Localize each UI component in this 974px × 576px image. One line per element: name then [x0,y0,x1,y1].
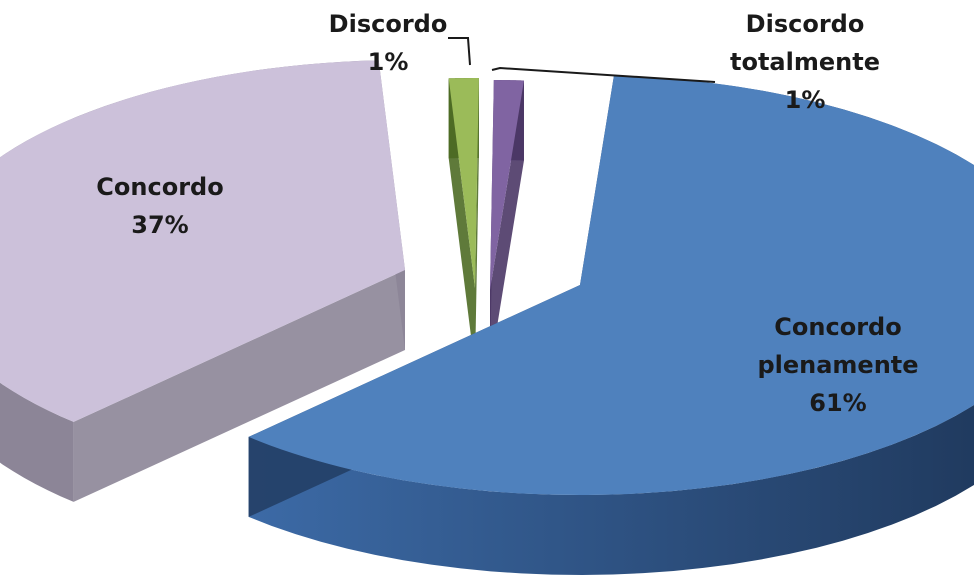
slice-label-0: Concordo plenamente 61% [757,313,918,417]
slice-pct-0: 61% [809,389,866,417]
slice-side-0 [248,75,974,575]
leader-line-3 [491,66,716,83]
slice-name-0: Concordo [774,313,901,341]
slice-pct-3: 1% [785,86,826,114]
slice-name-3: Discordo [746,10,865,38]
slice-tops [0,60,974,495]
slice-face-1-0 [73,270,405,502]
leader-lines [448,37,716,83]
slice-face-2-0 [448,78,475,368]
slice-0 [248,75,974,495]
slice-labels: Concordo plenamente 61% Concordo 37% Discordo… [96,10,918,417]
slice-name-0: plenamente [757,351,918,379]
slice-pct-2: 1% [368,48,409,76]
slice-2 [448,78,479,288]
slice-pct-1: 37% [131,211,188,239]
slice-label-1: Concordo 37% [96,173,223,239]
slice-1 [0,60,405,422]
slice-label-2: Discordo 1% [329,10,448,76]
slice-name-2: Discordo [329,10,448,38]
slice-name-3: totalmente [730,48,880,76]
slice-3 [490,80,524,291]
slice-face-2-1 [475,78,479,369]
slice-label-3: Discordo totalmente 1% [730,10,880,114]
slice-name-1: Concordo [96,173,223,201]
slice-face-3-1 [490,80,524,370]
leader-line-2 [448,37,471,66]
